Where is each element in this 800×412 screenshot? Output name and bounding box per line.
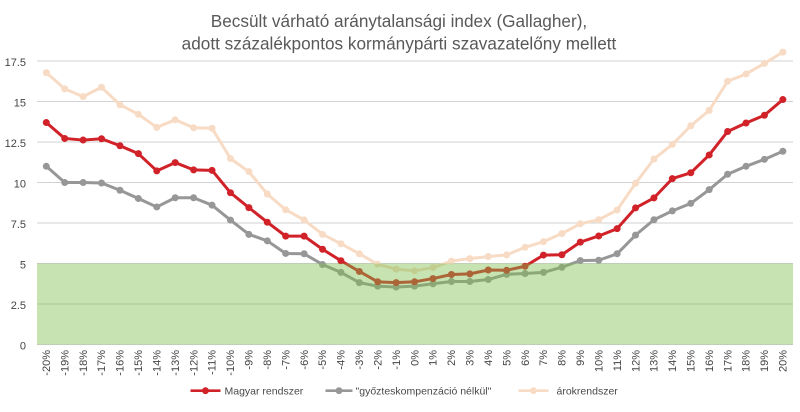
svg-text:14%: 14% [667, 350, 679, 372]
svg-text:4%: 4% [483, 350, 495, 366]
svg-text:0: 0 [20, 341, 26, 353]
svg-text:7.5: 7.5 [11, 219, 26, 231]
svg-text:19%: 19% [759, 350, 771, 372]
svg-text:20%: 20% [778, 350, 790, 372]
svg-text:16%: 16% [704, 350, 716, 372]
svg-text:Magyar rendszer: Magyar rendszer [225, 386, 304, 398]
svg-text:-16%: -16% [115, 350, 127, 376]
svg-text:2.5: 2.5 [11, 300, 26, 312]
svg-text:3%: 3% [465, 350, 477, 366]
svg-text:-18%: -18% [78, 350, 90, 376]
svg-text:-2%: -2% [372, 350, 384, 370]
svg-text:-1%: -1% [391, 350, 403, 370]
svg-text:árokrendszer: árokrendszer [557, 386, 619, 398]
svg-text:1%: 1% [428, 350, 440, 366]
svg-text:5%: 5% [501, 350, 513, 366]
svg-text:8%: 8% [557, 350, 569, 366]
svg-text:12.5: 12.5 [5, 138, 26, 150]
svg-text:13%: 13% [649, 350, 661, 372]
svg-text:-5%: -5% [317, 350, 329, 370]
svg-text:6%: 6% [520, 350, 532, 366]
svg-text:-12%: -12% [188, 350, 200, 376]
svg-text:-7%: -7% [280, 350, 292, 370]
svg-text:-13%: -13% [170, 350, 182, 376]
svg-text:10%: 10% [593, 350, 605, 372]
svg-text:2%: 2% [446, 350, 458, 366]
svg-text:-6%: -6% [299, 350, 311, 370]
svg-text:17%: 17% [722, 350, 734, 372]
svg-text:Becsült várható aránytalansági: Becsült várható aránytalansági index (Ga… [211, 11, 587, 31]
svg-text:-3%: -3% [354, 350, 366, 370]
svg-text:-15%: -15% [133, 350, 145, 376]
svg-text:adott százalékpontos kormánypá: adott százalékpontos kormánypárti szavaz… [182, 34, 617, 54]
svg-text:-10%: -10% [225, 350, 237, 376]
svg-text:-8%: -8% [262, 350, 274, 370]
svg-text:-9%: -9% [244, 350, 256, 370]
svg-text:17.5: 17.5 [5, 57, 26, 69]
svg-text:10: 10 [14, 179, 26, 191]
svg-text:12%: 12% [630, 350, 642, 372]
svg-text:7%: 7% [538, 350, 550, 366]
svg-text:11%: 11% [612, 350, 624, 371]
svg-text:-17%: -17% [96, 350, 108, 376]
svg-text:-4%: -4% [336, 350, 348, 370]
svg-text:15: 15 [14, 98, 26, 110]
svg-text:-19%: -19% [59, 350, 71, 376]
svg-text:-20%: -20% [41, 350, 53, 376]
svg-text:0%: 0% [409, 350, 421, 366]
svg-text:15%: 15% [685, 350, 697, 372]
svg-text:-11%: -11% [207, 350, 219, 375]
svg-text:"győzteskompenzáció nélkül": "győzteskompenzáció nélkül" [356, 386, 492, 398]
svg-text:18%: 18% [741, 350, 753, 372]
svg-text:9%: 9% [575, 350, 587, 366]
svg-text:-14%: -14% [151, 350, 163, 376]
svg-text:5: 5 [20, 260, 26, 272]
